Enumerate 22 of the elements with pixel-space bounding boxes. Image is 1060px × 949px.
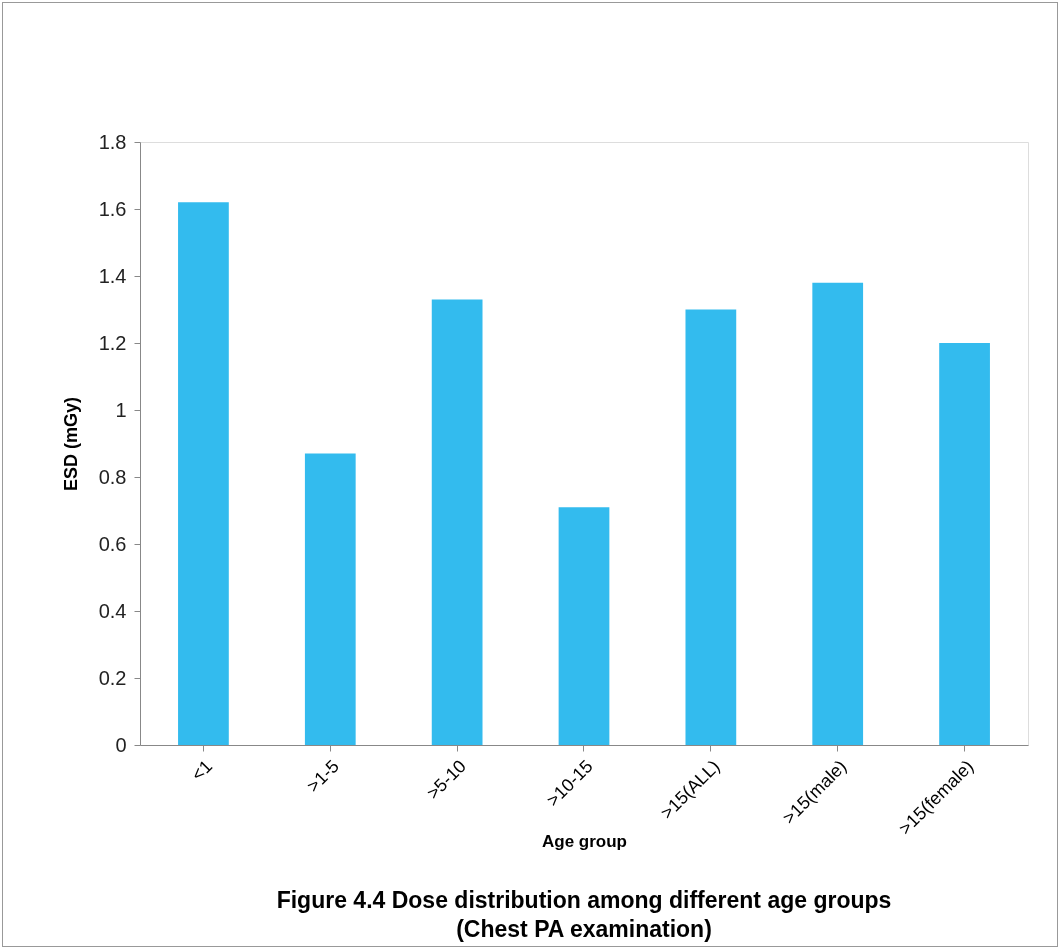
y-axis-title: ESD (mGy) [60, 396, 81, 492]
bar [431, 299, 483, 745]
text: (Chest PA examination) [456, 916, 712, 942]
y-tick-label: 1 [115, 398, 127, 421]
y-tick-label: 1.2 [98, 331, 127, 354]
bar [558, 507, 610, 745]
text: Figure 4.4 Dose distribution among different age groups [276, 887, 892, 913]
bar [178, 202, 229, 745]
bar [812, 282, 864, 745]
x-tick-label: <1 [187, 756, 217, 785]
y-tick-label: 1.6 [98, 197, 127, 220]
y-tick-label: 0.4 [98, 599, 127, 622]
y-tick-label: 0.6 [98, 532, 127, 555]
bar [939, 343, 990, 745]
x-axis-title: Age group [542, 832, 627, 852]
y-tick-label: 0.8 [98, 465, 127, 488]
bar [685, 309, 737, 745]
y-tick-label: 1.8 [98, 130, 127, 153]
y-tick-label: 0.2 [98, 666, 127, 689]
y-tick-label: 1.4 [98, 264, 127, 287]
bar [304, 453, 356, 745]
y-tick-label: 0 [115, 733, 127, 756]
